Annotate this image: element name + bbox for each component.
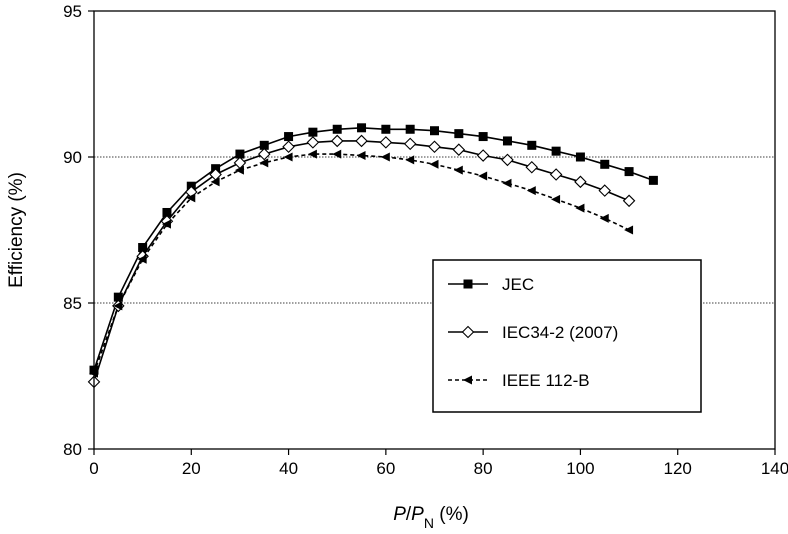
- data-point: [600, 159, 610, 169]
- series-layer: [87, 123, 658, 389]
- data-point: [478, 171, 488, 181]
- x-tick-label: 120: [664, 459, 692, 478]
- plot-frame: [93, 10, 776, 450]
- data-point: [429, 159, 439, 169]
- data-point: [624, 167, 634, 177]
- series-1: [87, 134, 636, 389]
- x-label-p: P: [393, 504, 406, 525]
- data-point: [549, 168, 563, 181]
- data-point: [403, 137, 417, 151]
- data-point: [332, 124, 342, 134]
- data-point: [113, 301, 123, 311]
- data-point: [138, 243, 148, 253]
- data-point: [452, 143, 466, 156]
- legend-label: IEEE 112-B: [502, 371, 590, 390]
- legend-marker: [461, 325, 475, 339]
- data-point: [478, 132, 488, 142]
- legend-items: JEC IEC34-2 (2007) IEEE 112-B: [448, 275, 618, 390]
- x-tick-label: 140: [761, 459, 788, 478]
- data-point: [575, 203, 585, 213]
- series-0: [89, 123, 658, 375]
- data-point: [355, 134, 368, 148]
- data-point: [476, 149, 490, 162]
- x-label-unit: (%): [434, 504, 469, 525]
- y-tick-label: 90: [63, 148, 82, 167]
- legend-label: JEC: [502, 275, 534, 294]
- data-point: [234, 165, 244, 175]
- series-line: [93, 153, 630, 374]
- data-point: [210, 177, 220, 187]
- data-point: [259, 140, 269, 150]
- data-point: [428, 140, 441, 154]
- data-point: [598, 184, 612, 197]
- data-point: [648, 175, 658, 185]
- legend-marker: [463, 279, 473, 289]
- axis-ticks: 0 20 40 60 80 100 120 140 80 85 90 95: [63, 2, 788, 478]
- data-point: [356, 151, 366, 161]
- y-tick-label: 80: [63, 440, 82, 459]
- legend-marker: [463, 375, 472, 385]
- legend-label: IEC34-2 (2007): [502, 323, 618, 342]
- data-point: [357, 123, 367, 133]
- x-tick-label: 0: [89, 459, 98, 478]
- x-tick-label: 100: [566, 459, 594, 478]
- data-point: [257, 147, 271, 161]
- data-point: [551, 194, 561, 204]
- x-label-slash: /: [406, 504, 412, 525]
- data-point: [235, 149, 245, 159]
- data-point: [283, 152, 293, 162]
- data-point: [306, 136, 320, 149]
- x-label-sub: N: [424, 515, 434, 531]
- data-point: [161, 219, 171, 229]
- data-point: [259, 158, 269, 168]
- x-label-p2: P: [411, 504, 424, 525]
- data-point: [308, 127, 318, 137]
- data-point: [380, 152, 390, 162]
- data-point: [502, 178, 512, 188]
- data-point: [186, 193, 196, 203]
- data-point: [137, 254, 147, 264]
- data-point: [307, 149, 317, 159]
- data-point: [405, 124, 415, 134]
- legend-box: [432, 259, 702, 413]
- data-point: [430, 126, 439, 136]
- data-point: [551, 146, 561, 156]
- x-axis-label: P/PN (%): [393, 504, 469, 531]
- data-point: [622, 194, 636, 208]
- data-point: [575, 152, 585, 162]
- legend-item-1: IEC34-2 (2007): [448, 323, 618, 342]
- data-point: [330, 134, 344, 148]
- data-point: [405, 155, 415, 165]
- data-point: [501, 153, 514, 167]
- data-point: [574, 175, 587, 189]
- data-point: [525, 160, 539, 174]
- data-point: [599, 213, 609, 223]
- x-tick-label: 20: [182, 459, 201, 478]
- data-point: [502, 136, 512, 146]
- data-point: [454, 129, 464, 139]
- legend: JEC IEC34-2 (2007) IEEE 112-B: [432, 259, 702, 413]
- data-point: [162, 207, 172, 217]
- y-tick-label: 95: [63, 2, 82, 21]
- data-point: [379, 136, 393, 149]
- data-point: [381, 124, 391, 134]
- x-tick-label: 60: [376, 459, 395, 478]
- x-tick-label: 80: [474, 459, 493, 478]
- data-point: [526, 186, 536, 196]
- legend-item-2: IEEE 112-B: [448, 371, 590, 390]
- y-tick-label: 85: [63, 294, 82, 313]
- series-2: [89, 149, 634, 378]
- data-point: [624, 225, 634, 235]
- data-point: [282, 140, 295, 154]
- legend-item-0: JEC: [448, 275, 534, 294]
- x-tick-label: 40: [279, 459, 298, 478]
- data-point: [332, 149, 342, 159]
- data-point: [453, 165, 463, 175]
- data-point: [113, 292, 123, 302]
- y-axis-label: Efficiency (%): [6, 172, 27, 288]
- data-point: [284, 132, 294, 142]
- data-point: [527, 140, 537, 150]
